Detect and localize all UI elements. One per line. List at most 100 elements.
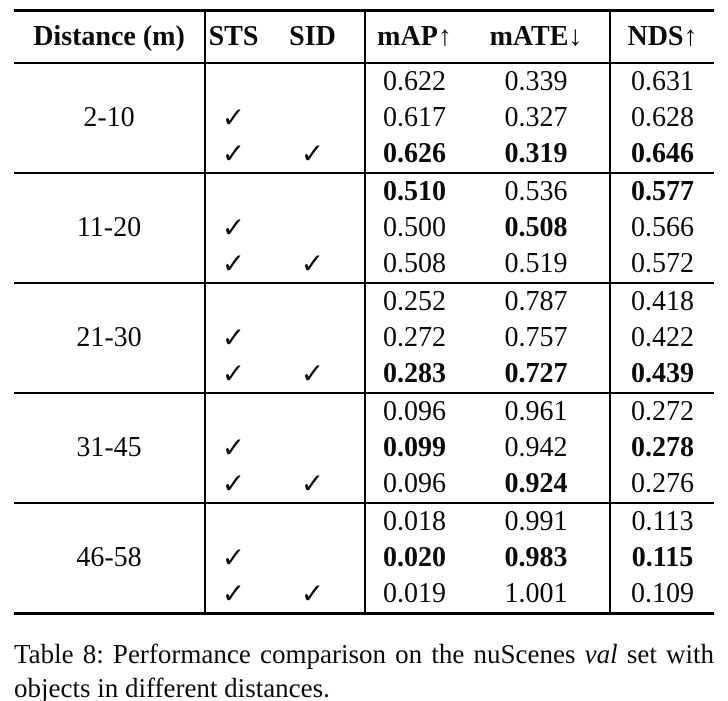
nds-value: 0.113 — [609, 502, 714, 540]
mate-value: 0.961 — [463, 392, 610, 430]
table-row: ✓ ✓ 0.508 0.519 0.572 — [14, 246, 714, 283]
sts-check-cell — [204, 63, 261, 100]
mate-value: 0.942 — [504, 432, 568, 463]
map-value: 0.283 — [364, 356, 463, 393]
map-value: 0.622 — [364, 63, 463, 100]
sid-check-cell — [261, 63, 365, 100]
mate-value: 0.339 — [504, 66, 568, 97]
col-header-sid: SID — [261, 10, 365, 64]
table-row: ✓ 0.099 0.942 0.278 — [14, 430, 714, 466]
sts-check-cell: ✓ — [204, 540, 261, 576]
sid-check-cell — [261, 540, 365, 576]
table-row: ✓ ✓ 0.626 0.319 0.646 — [14, 136, 714, 173]
sts-check-cell: ✓ — [204, 210, 261, 246]
caption-prefix: Table 8: Performance comparison on the n… — [14, 639, 585, 669]
distance-block-21-30: 21-30 0.252 0.787 0.418 ✓ 0.272 0.757 0.… — [14, 282, 714, 393]
sts-check-cell: ✓ — [204, 320, 261, 356]
map-value: 0.096 — [364, 466, 463, 503]
nds-value: 0.115 — [609, 540, 714, 576]
table-row: 2-10 0.622 0.339 0.631 — [14, 63, 714, 133]
nds-value: 0.276 — [609, 466, 714, 503]
sts-check-cell: ✓ — [204, 136, 261, 173]
col-header-nds: NDS↑ — [609, 10, 714, 64]
sid-check-cell — [261, 100, 365, 136]
map-value: 0.096 — [364, 392, 463, 430]
nds-value: 0.628 — [609, 100, 714, 136]
table-row: ✓ 0.020 0.983 0.115 — [14, 540, 714, 576]
header-row: Distance (m) STS SID mAP↑ mATE↓ NDS↑ — [14, 10, 714, 64]
sts-check-cell: ✓ — [204, 246, 261, 283]
mate-value: 0.983 — [504, 542, 568, 573]
table-row: ✓ ✓ 0.283 0.727 0.439 — [14, 356, 714, 393]
map-value: 0.272 — [364, 320, 463, 356]
mate-value: 0.519 — [504, 248, 568, 279]
col-header-distance: Distance (m) — [14, 10, 205, 64]
distance-cell: 31-45 — [14, 392, 205, 503]
map-value: 0.508 — [364, 246, 463, 283]
table-row: 11-20 0.510 0.536 0.577 — [14, 172, 714, 283]
map-value: 0.018 — [364, 502, 463, 540]
sts-check-cell: ✓ — [204, 356, 261, 393]
nds-value: 0.577 — [609, 172, 714, 210]
sid-check-cell: ✓ — [300, 139, 325, 170]
map-value: 0.099 — [364, 430, 463, 466]
sts-check-cell — [204, 172, 261, 210]
sid-check-cell — [261, 320, 365, 356]
mate-value: 0.757 — [504, 322, 568, 353]
mate-value: 0.327 — [504, 102, 568, 133]
sid-check-cell — [261, 502, 365, 540]
nds-value: 0.422 — [609, 320, 714, 356]
map-value: 0.252 — [364, 282, 463, 320]
mate-value: 0.319 — [504, 138, 568, 169]
sts-check-cell — [204, 502, 261, 540]
mate-value: 0.727 — [504, 358, 568, 389]
distance-cell: 21-30 — [14, 282, 205, 393]
nds-value: 0.439 — [609, 356, 714, 393]
results-table: Distance (m) STS SID mAP↑ mATE↓ NDS↑ 2-1… — [14, 9, 714, 615]
table-row: 31-45 0.096 0.961 0.272 — [14, 392, 714, 503]
nds-value: 0.278 — [609, 430, 714, 466]
table-row: ✓ 0.272 0.757 0.422 — [14, 320, 714, 356]
table-caption: Table 8: Performance comparison on the n… — [14, 637, 714, 701]
sid-check-cell: ✓ — [300, 579, 325, 610]
sts-check-cell: ✓ — [204, 430, 261, 466]
sid-check-cell: ✓ — [300, 359, 325, 390]
nds-value: 0.418 — [609, 282, 714, 320]
distance-block-31-45: 31-45 0.096 0.961 0.272 ✓ 0.099 0.942 0.… — [14, 392, 714, 503]
mate-value: 0.991 — [463, 502, 610, 540]
distance-block-46-58: 46-58 0.018 0.991 0.113 ✓ 0.020 0.983 0.… — [14, 502, 714, 614]
mate-value: 0.536 — [463, 172, 610, 210]
sts-check-cell — [204, 282, 261, 320]
mate-value: 0.924 — [504, 468, 568, 499]
mate-value: 0.787 — [463, 282, 610, 320]
sts-check-cell: ✓ — [204, 466, 261, 503]
table-row: 21-30 0.252 0.787 0.418 — [14, 282, 714, 393]
sts-check-cell: ✓ — [204, 576, 261, 614]
sid-check-cell — [261, 282, 365, 320]
sid-check-cell: ✓ — [300, 249, 325, 280]
nds-value: 0.109 — [609, 576, 714, 614]
distance-block-2-10: 2-10 0.622 0.339 0.631 ✓ 0.617 0.327 0.6… — [14, 63, 714, 173]
table-row: 46-58 0.018 0.991 0.113 — [14, 502, 714, 614]
sid-check-cell — [261, 430, 365, 466]
col-header-sts: STS — [204, 10, 261, 64]
map-value: 0.500 — [364, 210, 463, 246]
sid-check-cell: ✓ — [300, 469, 325, 500]
map-value: 0.617 — [364, 100, 463, 136]
map-value: 0.020 — [364, 540, 463, 576]
caption-suffix: set with objects in different distances. — [14, 639, 714, 701]
distance-cell: 11-20 — [14, 172, 205, 283]
map-value: 0.019 — [364, 576, 463, 614]
sts-check-cell: ✓ — [204, 100, 261, 136]
nds-value: 0.631 — [609, 63, 714, 100]
sts-check-cell — [204, 392, 261, 430]
map-value: 0.626 — [364, 136, 463, 173]
col-header-map: mAP↑ — [364, 10, 463, 64]
col-header-mate: mATE↓ — [463, 10, 610, 64]
nds-value: 0.572 — [609, 246, 714, 283]
caption-italic-word: val — [584, 639, 618, 669]
sid-check-cell — [261, 210, 365, 246]
sid-check-cell — [261, 172, 365, 210]
distance-cell: 46-58 — [14, 502, 205, 614]
